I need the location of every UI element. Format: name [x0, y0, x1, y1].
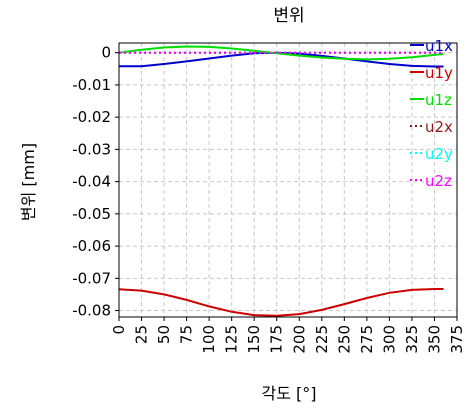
- y-tick-label: -0.01: [72, 76, 111, 94]
- y-tick-label: -0.04: [72, 173, 111, 191]
- x-tick-label: 50: [155, 325, 173, 344]
- legend-label-u2z: u2z: [425, 172, 452, 190]
- x-tick-label: 200: [290, 325, 308, 354]
- grid: [118, 43, 458, 317]
- plot-lines: [118, 45, 444, 317]
- x-tick-label: 125: [223, 325, 241, 354]
- legend-label-u2y: u2y: [425, 145, 453, 163]
- series-line-u1x: [119, 51, 444, 68]
- y-tick-label: -0.03: [72, 140, 111, 158]
- x-tick-label: 250: [335, 325, 353, 354]
- plot-frame: [118, 42, 458, 318]
- x-tick-labels: 0 25 50 75 100 125 150 175 200 225 250 275 300 325 350…: [110, 317, 466, 354]
- y-tick-label: -0.02: [72, 108, 111, 126]
- x-axis-label: 각도 [°]: [261, 384, 316, 403]
- x-tick-label: 300: [380, 325, 398, 354]
- y-tick-label: -0.06: [72, 237, 111, 255]
- y-tick-labels: 0 -0.01 -0.02 -0.03 -0.04 -0.05 -0.06 -0.07 -0.0…: [72, 44, 119, 320]
- x-tick-label: 275: [358, 325, 376, 354]
- x-tick-label: 0: [110, 325, 128, 335]
- legend: u1x u1y u1z u2x u2y u2z: [410, 37, 453, 190]
- x-tick-label: 25: [133, 325, 151, 344]
- x-tick-label: 325: [403, 325, 421, 354]
- x-tick-label: 175: [268, 325, 286, 354]
- y-tick-label: -0.07: [72, 269, 111, 287]
- chart-title: 변위: [273, 6, 304, 26]
- x-tick-label: 350: [425, 325, 443, 354]
- y-tick-label: -0.05: [72, 205, 111, 223]
- series-line-u1z: [118, 45, 444, 61]
- series-line-u1y: [118, 288, 444, 317]
- y-tick-label: 0: [101, 44, 111, 62]
- x-tick-label: 100: [200, 325, 218, 354]
- legend-label-u1x: u1x: [425, 37, 453, 55]
- legend-label-u1y: u1y: [425, 64, 453, 82]
- x-tick-label: 225: [313, 325, 331, 354]
- x-tick-label: 75: [178, 325, 196, 344]
- legend-label-u1z: u1z: [425, 91, 452, 109]
- y-tick-label: -0.08: [72, 302, 111, 320]
- x-tick-label: 150: [245, 325, 263, 354]
- x-tick-label: 375: [448, 325, 466, 354]
- legend-label-u2x: u2x: [425, 118, 453, 136]
- y-axis-label: 변위 [mm]: [19, 143, 38, 221]
